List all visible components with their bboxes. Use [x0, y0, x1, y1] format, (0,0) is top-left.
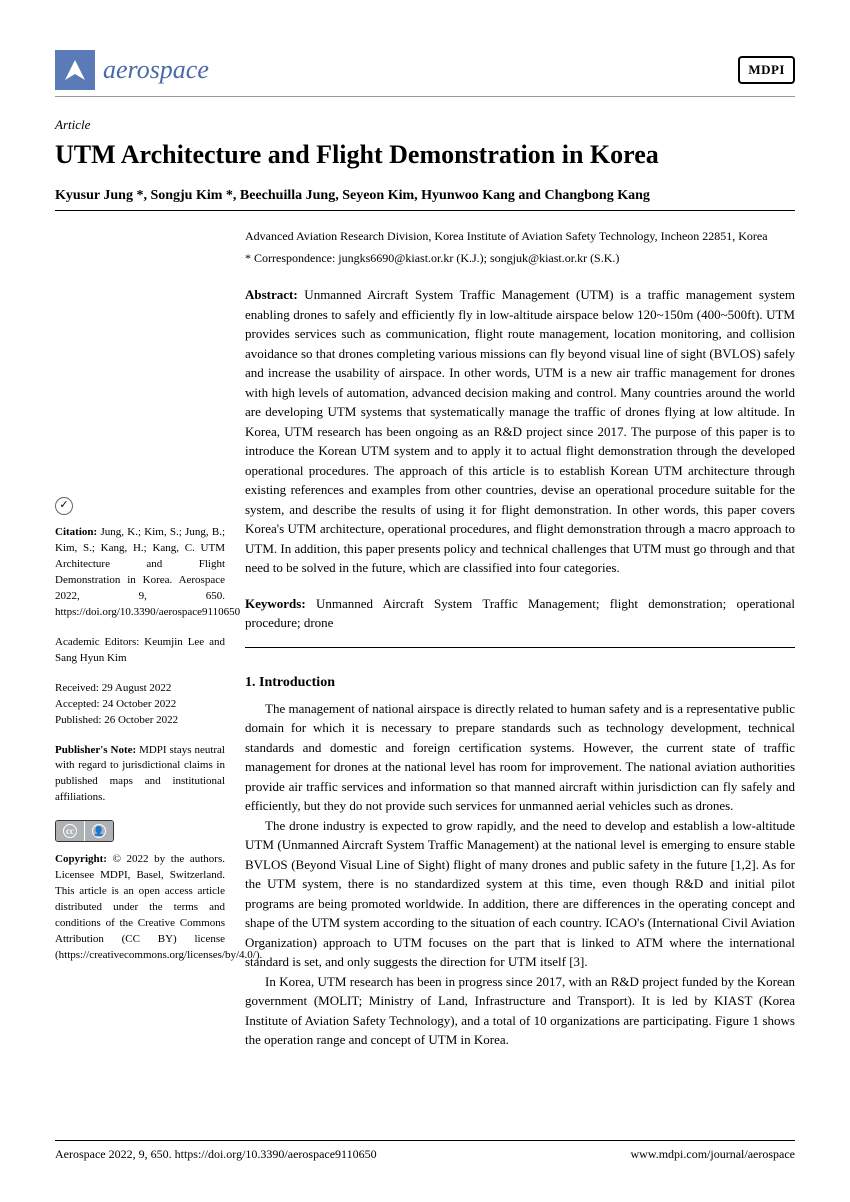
- intro-paragraph-3: In Korea, UTM research has been in progr…: [245, 972, 795, 1050]
- intro-paragraph-1: The management of national airspace is d…: [245, 699, 795, 816]
- publishers-note-block: Publisher's Note: MDPI stays neutral wit…: [55, 743, 225, 807]
- header-rule: [55, 210, 795, 211]
- received-date: Received: 29 August 2022: [55, 681, 225, 697]
- publisher-badge: MDPI: [738, 56, 795, 84]
- keywords-text: Unmanned Aircraft System Traffic Managem…: [245, 596, 795, 631]
- intro-paragraph-2: The drone industry is expected to grow r…: [245, 816, 795, 972]
- copyright-text: © 2022 by the authors. Licensee MDPI, Ba…: [55, 853, 262, 961]
- published-date: Published: 26 October 2022: [55, 713, 225, 729]
- article-type: Article: [55, 117, 795, 133]
- correspondence: * Correspondence: jungks6690@kiast.or.kr…: [245, 249, 795, 267]
- journal-logo-icon: [55, 50, 95, 90]
- sidebar-column: ✓ Citation: Jung, K.; Kim, S.; Jung, B.;…: [55, 227, 225, 1050]
- publishers-note-label: Publisher's Note:: [55, 744, 136, 756]
- abstract: Abstract: Unmanned Aircraft System Traff…: [245, 285, 795, 578]
- check-badge: ✓: [55, 497, 225, 515]
- footer-right: www.mdpi.com/journal/aerospace: [630, 1147, 795, 1162]
- section-heading: 1. Introduction: [245, 672, 795, 693]
- keywords-rule: [245, 647, 795, 648]
- copyright-block: Copyright: © 2022 by the authors. Licens…: [55, 852, 225, 964]
- copyright-label: Copyright:: [55, 853, 107, 865]
- abstract-text: Unmanned Aircraft System Traffic Managem…: [245, 287, 795, 575]
- check-icon: ✓: [55, 497, 73, 515]
- citation-label: Citation:: [55, 526, 97, 538]
- dates-block: Received: 29 August 2022 Accepted: 24 Oc…: [55, 681, 225, 729]
- main-column: Advanced Aviation Research Division, Kor…: [245, 227, 795, 1050]
- cc-icon: cc: [56, 821, 84, 841]
- affiliation: Advanced Aviation Research Division, Kor…: [245, 227, 795, 245]
- citation-text: Jung, K.; Kim, S.; Jung, B.; Kim, S.; Ka…: [55, 526, 240, 618]
- abstract-label: Abstract:: [245, 287, 298, 302]
- keywords-label: Keywords:: [245, 596, 306, 611]
- footer-left: Aerospace 2022, 9, 650. https://doi.org/…: [55, 1147, 377, 1162]
- editors-block: Academic Editors: Keumjin Lee and Sang H…: [55, 635, 225, 667]
- cc-by-badge: cc 👤: [55, 820, 114, 842]
- journal-brand: aerospace: [55, 50, 209, 90]
- keywords: Keywords: Unmanned Aircraft System Traff…: [245, 594, 795, 641]
- article-title: UTM Architecture and Flight Demonstratio…: [55, 139, 795, 170]
- citation-block: Citation: Jung, K.; Kim, S.; Jung, B.; K…: [55, 525, 225, 621]
- by-icon: 👤: [84, 821, 113, 841]
- authors: Kyusur Jung *, Songju Kim *, Beechuilla …: [55, 188, 795, 204]
- header-bar: aerospace MDPI: [55, 50, 795, 97]
- page-footer: Aerospace 2022, 9, 650. https://doi.org/…: [55, 1140, 795, 1162]
- journal-name: aerospace: [103, 55, 209, 85]
- accepted-date: Accepted: 24 October 2022: [55, 697, 225, 713]
